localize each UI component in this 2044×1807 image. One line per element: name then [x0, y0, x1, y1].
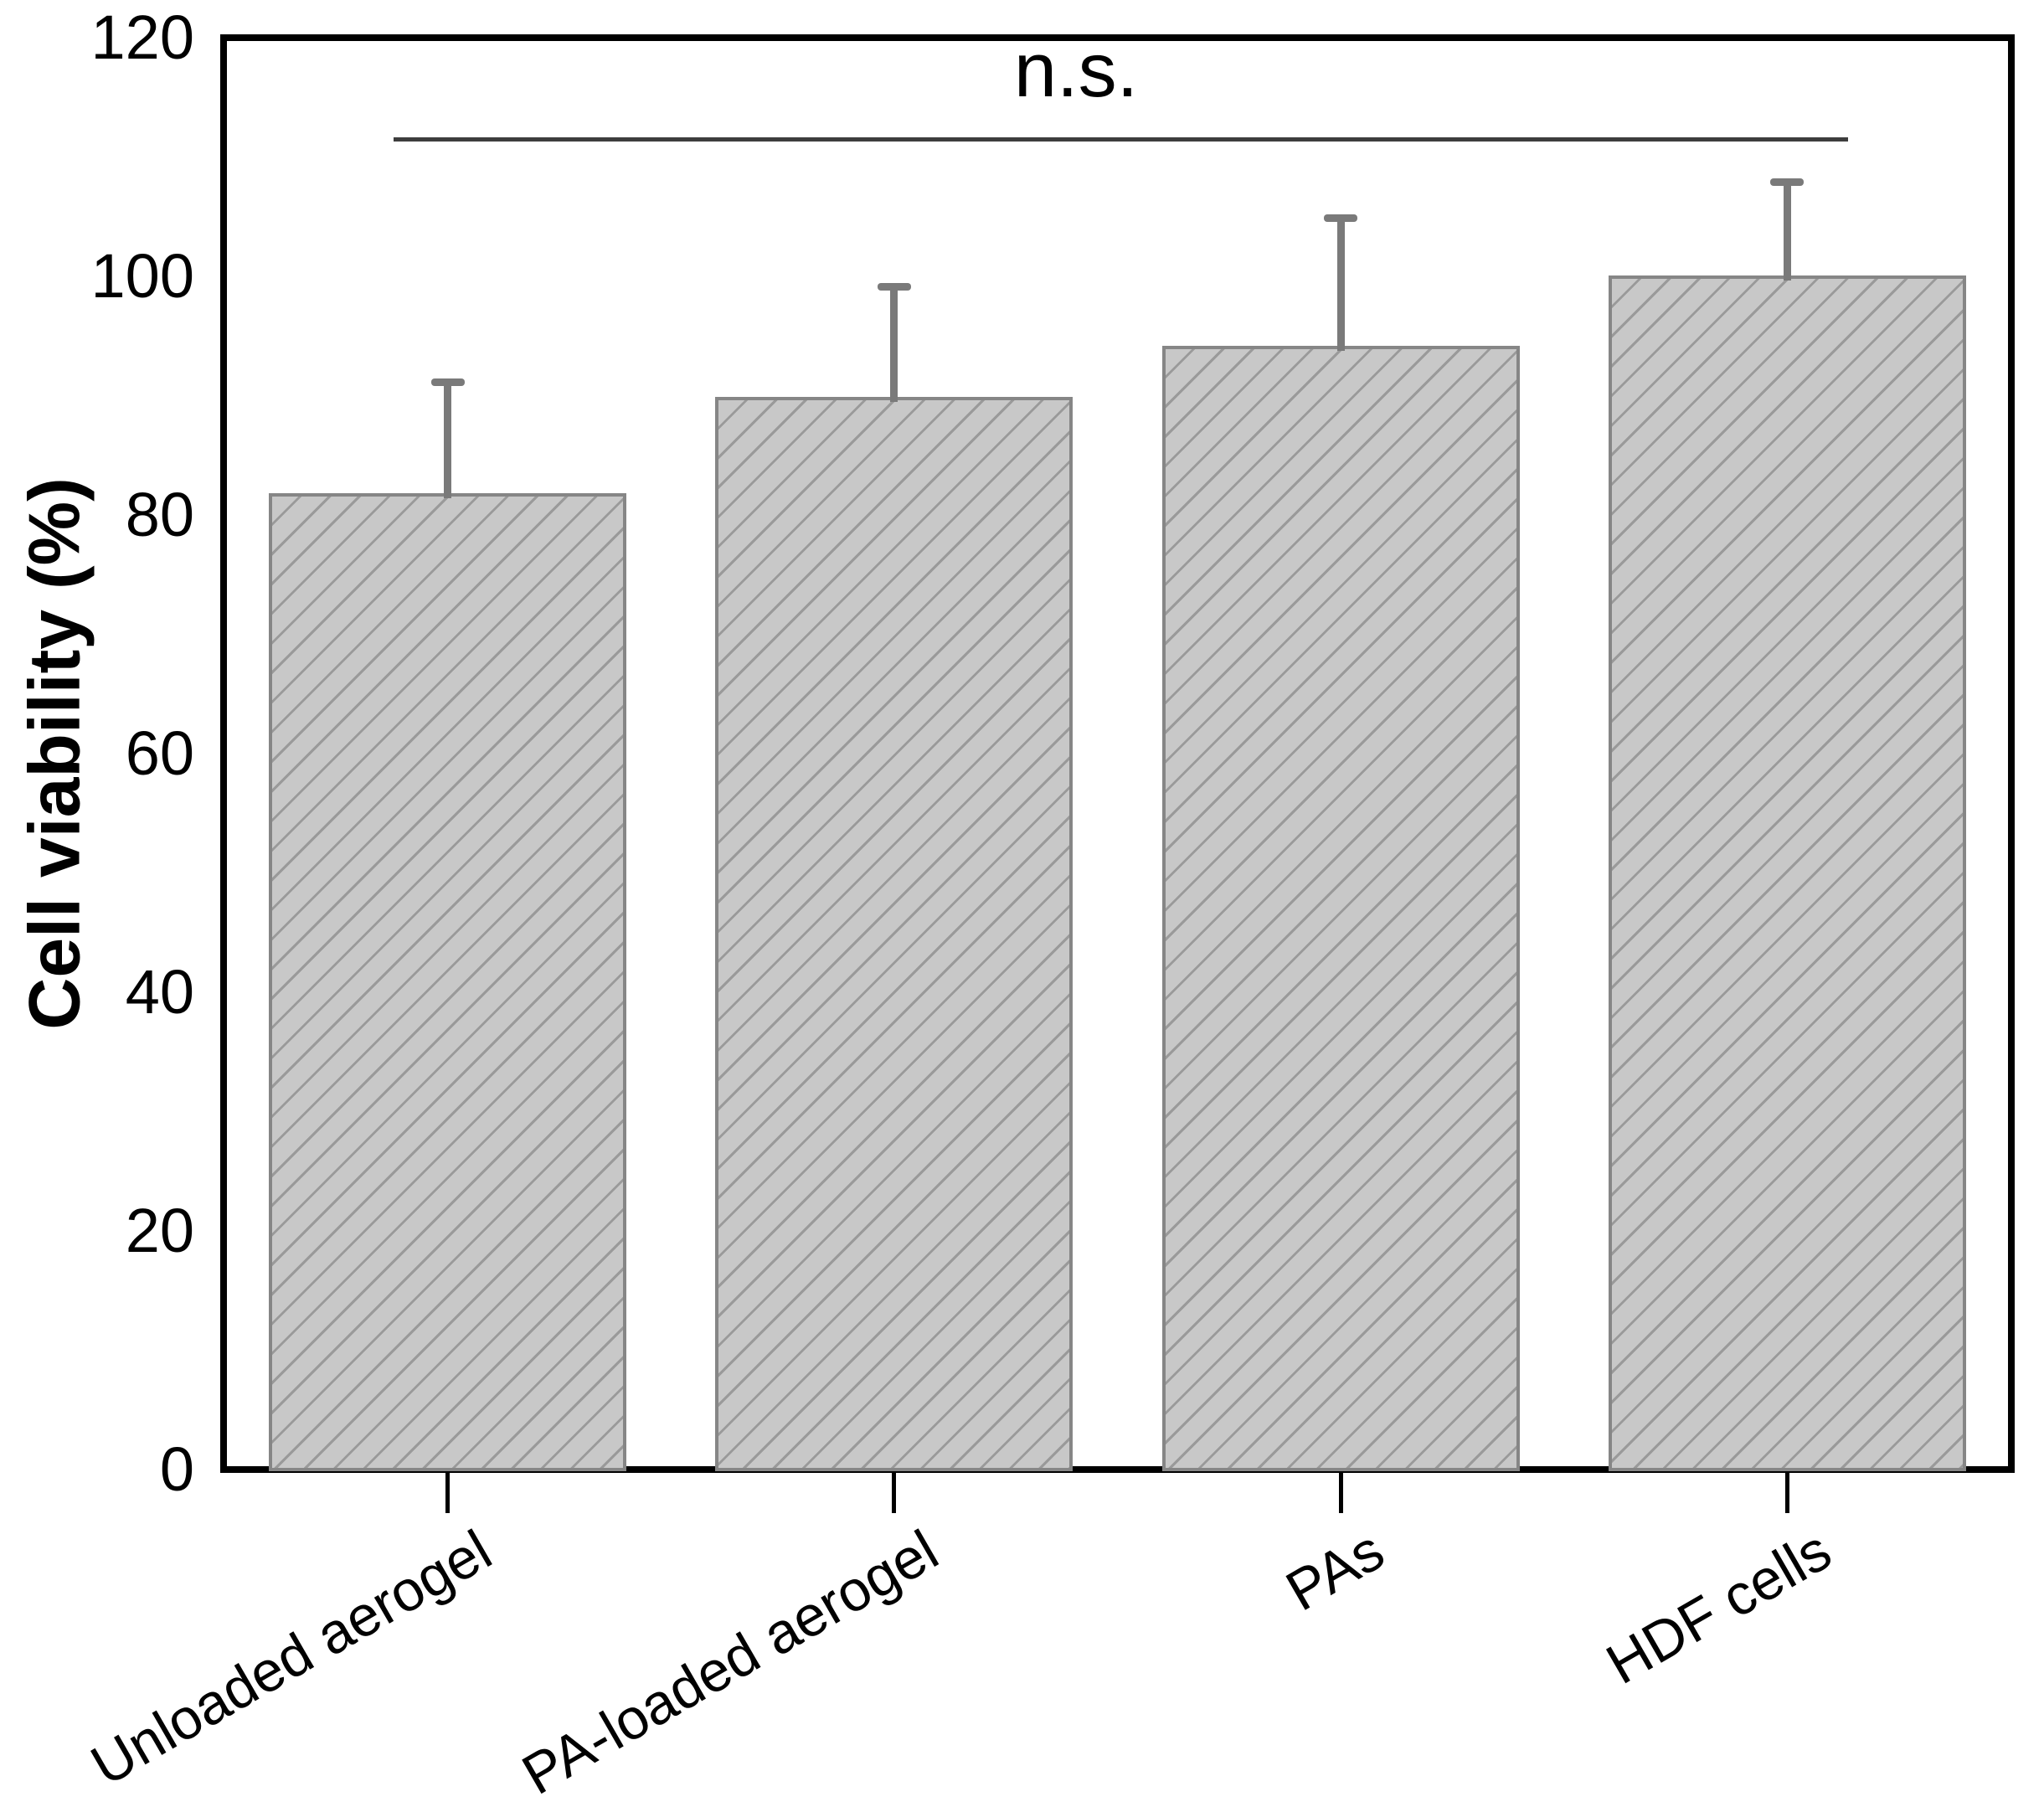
x-category-label: PAs [1275, 1517, 1395, 1624]
bar [269, 493, 626, 1471]
error-bar-stem [1336, 218, 1345, 351]
x-category-label: HDF cells [1595, 1517, 1841, 1697]
y-tick-label: 100 [90, 241, 194, 311]
error-bar-cap [1324, 214, 1358, 222]
bar [1608, 275, 1966, 1471]
y-tick-label: 120 [90, 3, 194, 72]
ns-significance-line [394, 137, 1848, 142]
y-tick-label: 40 [125, 957, 194, 1027]
x-tick-mark [892, 1473, 897, 1513]
x-tick-mark [445, 1473, 450, 1513]
plot-area-frame [220, 34, 2015, 1473]
error-bar-cap [430, 378, 465, 387]
error-bar-cap [877, 283, 911, 291]
y-tick-label: 60 [125, 718, 194, 788]
error-bar-stem [1783, 182, 1791, 281]
y-tick-label: 80 [125, 480, 194, 549]
x-tick-mark [1338, 1473, 1343, 1513]
x-tick-mark [1784, 1473, 1789, 1513]
error-bar-cap [1770, 178, 1805, 186]
x-category-label: PA-loaded aerogel [511, 1517, 949, 1807]
y-tick-label: 0 [159, 1434, 194, 1504]
error-bar-stem [890, 286, 898, 402]
bar [715, 396, 1073, 1471]
bar [1161, 345, 1520, 1471]
error-bar-stem [444, 382, 451, 499]
ns-significance-label: n.s. [1013, 28, 1139, 113]
y-tick-label: 20 [125, 1196, 194, 1265]
x-category-label: Unloaded aerogel [80, 1517, 502, 1799]
